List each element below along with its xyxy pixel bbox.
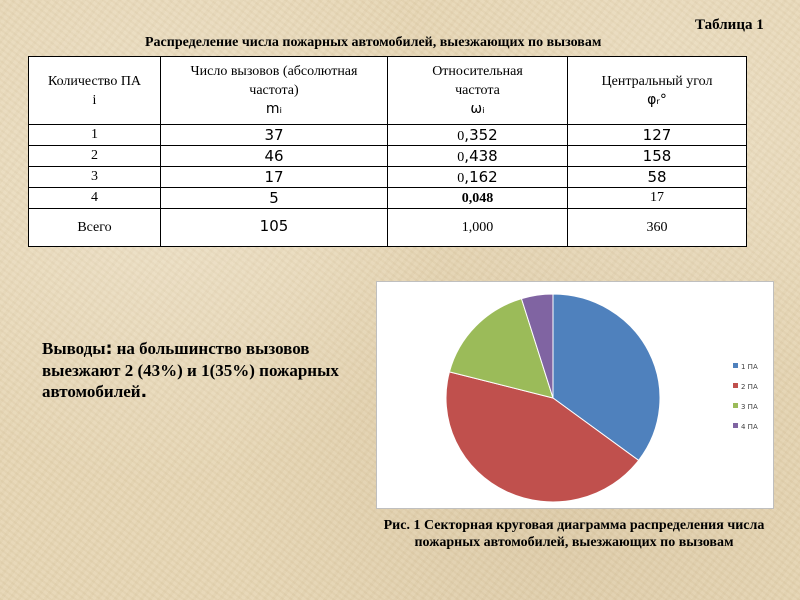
table-header-row: Количество ПА i Число вызовов (абсолютна… (28, 56, 747, 125)
conclusion-body: на большинство вызовов выезжают 2 (43%) … (42, 339, 339, 401)
table-total-row: Всего 105 1,000 360 (28, 208, 747, 247)
total-label: Всего (28, 208, 161, 247)
cell-w: 0,352 (387, 124, 568, 146)
table-title: Распределение числа пожарных автомобилей… (145, 35, 602, 50)
pie-slice-4 (520, 293, 554, 399)
cell-angle: 58 (567, 166, 747, 188)
total-angle: 360 (567, 208, 747, 247)
total-w: 1,000 (387, 208, 568, 247)
cell-n: 3 (28, 166, 161, 188)
legend-label-1: 1 ПА (741, 363, 758, 371)
cell-w: 0,048 (387, 187, 568, 209)
pie-slice-1 (552, 293, 661, 462)
cell-m: 46 (160, 145, 388, 167)
pie-slice-3 (448, 297, 554, 399)
conclusion-colon: : (105, 339, 113, 359)
cell-w: 0,438 (387, 145, 568, 167)
pie-chart-svg: 1 ПА 2 ПА 3 ПА 4 ПА (445, 293, 758, 503)
conclusion-title: Выводы (42, 339, 106, 358)
cell-n: 4 (28, 187, 161, 209)
legend-swatch-4 (733, 423, 738, 428)
cell-n: 2 (28, 145, 161, 167)
cell-m: 5 (160, 187, 388, 209)
cell-m: 17 (160, 166, 388, 188)
cell-angle: 17 (567, 187, 747, 209)
legend-label-2: 2 ПА (741, 383, 758, 391)
cell-w: 0,162 (387, 166, 568, 188)
cell-n: 1 (28, 124, 161, 146)
header-count-pa: Количество ПА i (28, 56, 161, 125)
legend-swatch-2 (733, 383, 738, 388)
table-row: 2 46 0,438 158 (28, 145, 747, 167)
figure-caption: Рис. 1 Секторная круговая диаграмма расп… (383, 518, 765, 550)
table-row: 4 5 0,048 17 (28, 187, 747, 209)
cell-angle: 158 (567, 145, 747, 167)
legend-label-4: 4 ПА (741, 423, 758, 431)
cell-angle: 127 (567, 124, 747, 146)
table-row: 3 17 0,162 58 (28, 166, 747, 188)
legend-swatch-1 (733, 363, 738, 368)
conclusion-dot: . (140, 382, 148, 402)
legend-swatch-3 (733, 403, 738, 408)
pie-slice-2 (445, 371, 640, 503)
table-row: 1 37 0,352 127 (28, 124, 747, 146)
header-relative-frequency: Относительная частота ωᵢ (387, 56, 568, 125)
pie-chart: 1 ПА 2 ПА 3 ПА 4 ПА (376, 281, 774, 509)
frequency-table: Количество ПА i Число вызовов (абсолютна… (28, 56, 747, 247)
legend-label-3: 3 ПА (741, 403, 758, 411)
header-calls-absolute: Число вызовов (абсолютная частота) mᵢ (160, 56, 388, 125)
conclusion-text: Выводы: на большинство вызовов выезжают … (42, 338, 342, 403)
cell-m: 37 (160, 124, 388, 146)
table-number: Таблица 1 (695, 17, 764, 33)
total-m: 105 (160, 208, 388, 247)
header-central-angle: Центральный угол φᵣ° (567, 56, 747, 125)
